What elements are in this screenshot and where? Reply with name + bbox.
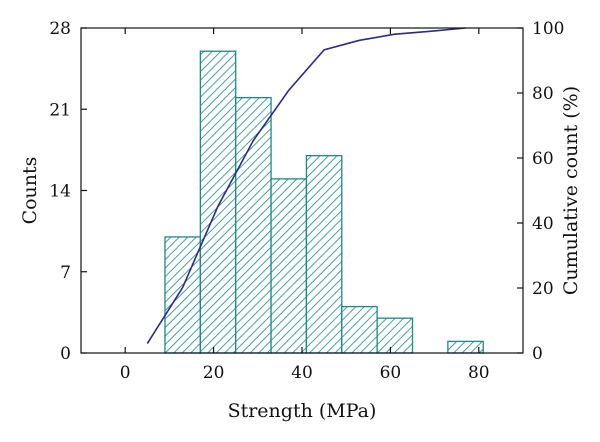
- bar: [376, 317, 414, 354]
- ticks-layer: 0 20 40 60 80 0 7 14 21 28 0 20 40 60 80 100: [49, 19, 564, 383]
- cumulative-line: [146, 27, 466, 345]
- y-right-tick-label: 40: [532, 214, 554, 234]
- y-left-tick-label: 28: [49, 19, 71, 39]
- x-axis-title: Strength (MPa): [228, 400, 377, 422]
- bar: [447, 340, 484, 354]
- y-left-tick-label: 7: [60, 263, 71, 283]
- bar: [164, 236, 201, 354]
- y-right-tick-label: 80: [532, 84, 554, 104]
- y-right-tick-label: 60: [532, 149, 554, 169]
- x-tick-label: 40: [291, 363, 313, 383]
- x-tick-label: 80: [468, 363, 490, 383]
- x-tick-label: 0: [120, 363, 131, 383]
- y-left-tick-label: 0: [60, 344, 71, 364]
- bar: [305, 155, 343, 354]
- x-tick-label: 60: [380, 363, 402, 383]
- y-left-axis-title: Counts: [19, 157, 41, 225]
- x-tick-label: 20: [203, 363, 225, 383]
- y-right-tick-label: 100: [532, 19, 564, 39]
- bar: [199, 50, 237, 354]
- bar: [270, 178, 308, 354]
- y-right-tick-label: 0: [532, 344, 543, 364]
- bar: [341, 305, 378, 354]
- y-left-tick-label: 21: [49, 100, 71, 120]
- y-right-axis-title: Cumulative count (%): [560, 86, 582, 295]
- bar: [235, 96, 272, 354]
- y-right-tick-label: 20: [532, 279, 554, 299]
- y-left-tick-label: 14: [49, 182, 71, 202]
- bars-layer: [164, 50, 484, 354]
